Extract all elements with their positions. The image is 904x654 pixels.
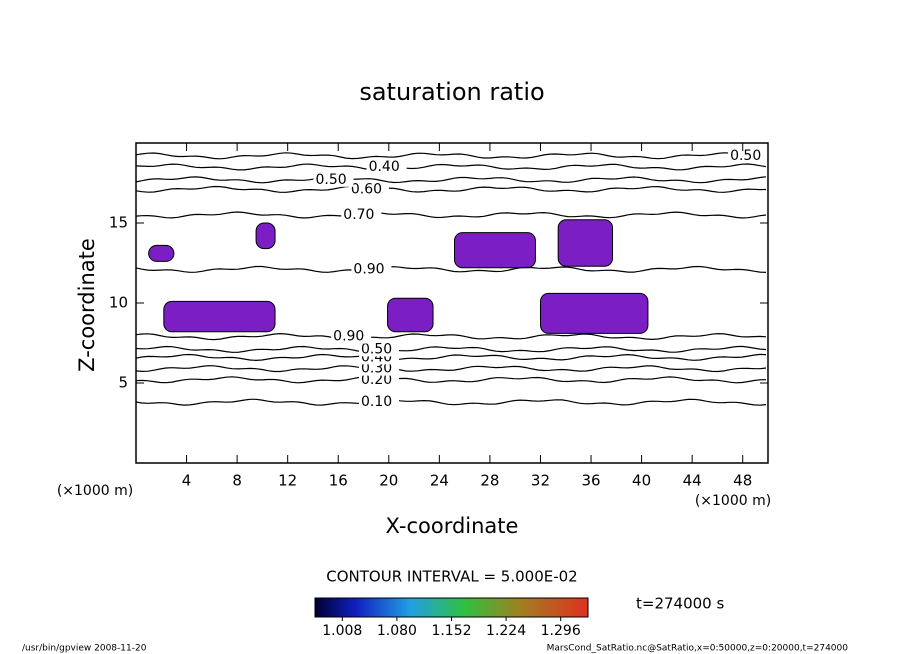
contour-line: [135, 163, 767, 171]
colorbar-tick-label: 1.296: [541, 623, 581, 639]
supersaturated-region: [148, 244, 175, 262]
x-tick-label: 40: [632, 472, 651, 490]
supersaturated-region: [163, 300, 276, 333]
contour-label: 0.20: [361, 372, 392, 388]
x-tick-label: 16: [329, 472, 348, 490]
time-label: t=274000 s: [636, 595, 724, 613]
contour-line: [135, 211, 767, 219]
contour-label-bg: [358, 342, 399, 357]
contour-label: 0.60: [351, 181, 382, 197]
footer-right: MarsCond_SatRatio.nc@SatRatio,x=0:50000,…: [547, 644, 849, 654]
contour-line: [135, 152, 767, 160]
y-tick-label: 5: [118, 374, 128, 392]
x-tick-label: 32: [531, 472, 550, 490]
contour-interval: CONTOUR INTERVAL = 5.000E-02: [326, 568, 577, 586]
contour-line: [135, 345, 767, 353]
supersaturated-region: [539, 292, 649, 334]
y-tick-label: 10: [109, 294, 128, 312]
supersaturated-region: [255, 222, 276, 250]
supersaturated-region: [454, 232, 536, 269]
colorbar-tick-label: 1.152: [431, 623, 471, 639]
contour-label-bg: [348, 182, 389, 197]
x-unit: (×1000 m): [695, 493, 771, 509]
contour-line: [135, 176, 767, 184]
contour-line: [135, 185, 767, 193]
contour-line: [135, 353, 767, 362]
contour-label-bg: [331, 329, 372, 344]
contour-label-bg: [313, 172, 354, 187]
contour-line: [135, 365, 767, 373]
contour-label: 0.70: [343, 207, 374, 223]
contour-label-bg: [358, 361, 399, 376]
contour-label: 0.90: [353, 261, 384, 277]
x-tick-label: 8: [232, 472, 242, 490]
x-tick-label: 4: [182, 472, 192, 490]
x-tick-label: 44: [683, 472, 702, 490]
x-tick-label: 28: [480, 472, 499, 490]
colorbar-tick-label: 1.224: [486, 623, 526, 639]
y-unit: (×1000 m): [57, 483, 133, 499]
x-tick-label: 24: [430, 472, 449, 490]
contour-line: [135, 265, 767, 273]
supersaturated-region: [387, 297, 434, 333]
contour-label-bg: [366, 160, 407, 174]
colorbar: [314, 597, 589, 618]
chart-title: saturation ratio: [359, 78, 544, 106]
colorbar-tick-label: 1.080: [377, 623, 417, 639]
x-tick-label: 36: [581, 472, 600, 490]
contour-label-bg: [358, 395, 399, 410]
supersaturated-region: [557, 219, 614, 267]
contour-label: 0.50: [361, 341, 392, 357]
contour-label-bg: [341, 208, 382, 222]
contour-line: [135, 376, 767, 384]
y-tick-label: 15: [109, 214, 128, 232]
x-tick-label: 20: [379, 472, 398, 490]
contour-line: [135, 398, 767, 406]
y-axis-label: Z-coordinate: [75, 238, 99, 372]
contour-label: 0.50: [315, 172, 346, 188]
contour-label: 0.50: [730, 148, 761, 164]
contour-label-bg: [728, 148, 769, 163]
contour-label-bg: [358, 372, 399, 387]
contour-label: 0.40: [369, 159, 400, 175]
contour-label-bg: [351, 262, 392, 277]
contour-label: 0.10: [361, 394, 392, 410]
colorbar-tick-label: 1.008: [322, 623, 362, 639]
contour-label: 0.30: [361, 361, 392, 377]
x-axis-label: X-coordinate: [386, 514, 519, 538]
x-tick-label: 12: [278, 472, 297, 490]
contour-line: [135, 332, 767, 341]
x-tick-label: 48: [733, 472, 752, 490]
contour-label: 0.90: [333, 329, 364, 345]
footer-left: /usr/bin/gpview 2008-11-20: [22, 644, 147, 654]
